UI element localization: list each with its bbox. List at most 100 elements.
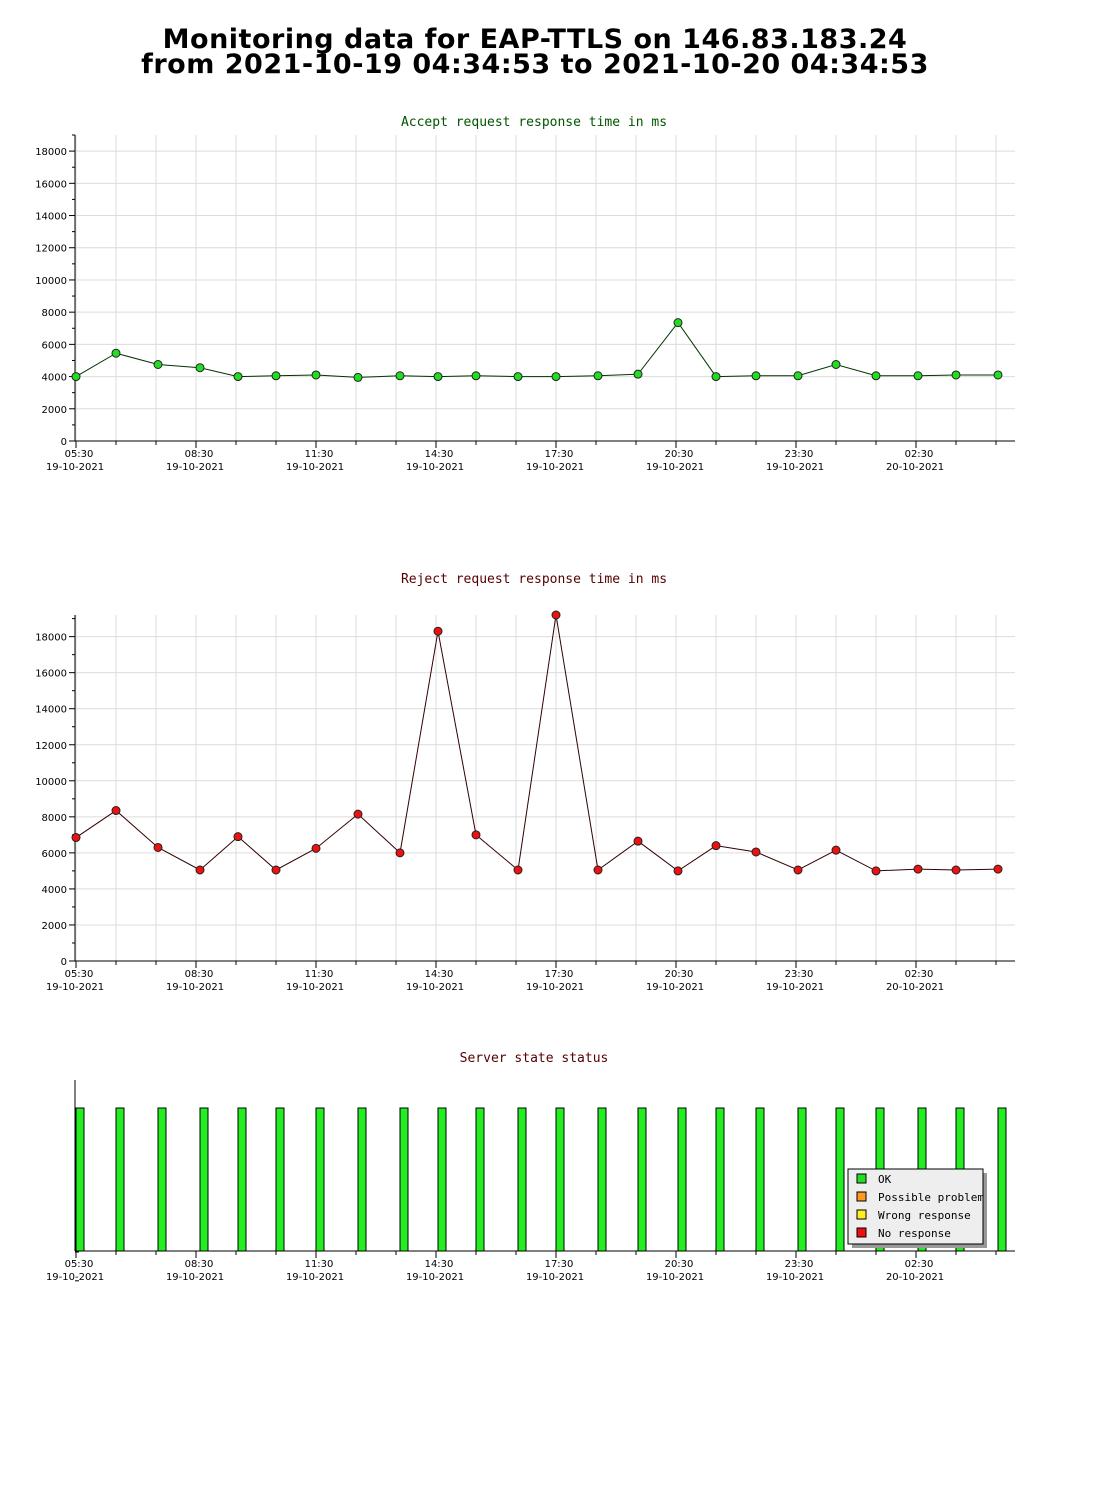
accept-xtick-time-2: 11:30: [305, 449, 334, 460]
accept-ytick-label-1: 2000: [42, 405, 67, 416]
accept-ytick-label-3: 6000: [42, 340, 67, 351]
reject-point-17: [751, 847, 761, 857]
accept-point-8: [395, 371, 405, 381]
status-xtick-date-6: 19-10-2021: [766, 1272, 824, 1283]
status-bar-4: [237, 1107, 247, 1252]
accept-point-0: [71, 372, 81, 382]
reject-chart-title: Reject request response time in ms: [401, 572, 667, 587]
status-bar-13: [597, 1107, 607, 1252]
accept-chart: Accept request response time in ms 0 2000 4…: [35, 115, 1015, 473]
reject-xtick-time-3: 14:30: [425, 969, 454, 980]
status-legend: OK Possible problem Wrong response No respo…: [847, 1168, 987, 1248]
reject-point-1: [111, 806, 121, 816]
status-bar-11: [517, 1107, 527, 1252]
status-bar-16: [715, 1107, 725, 1252]
reject-point-11: [513, 865, 523, 875]
accept-point-11: [513, 372, 523, 382]
reject-point-22: [951, 865, 961, 875]
reject-point-19: [831, 845, 841, 855]
status-xtick-date-7: 20-10-2021: [886, 1272, 944, 1283]
status-chart: Server state status 05:30 19-10-2021 08:30 1…: [46, 1051, 1015, 1283]
reject-chart: Reject request response time in ms 0 2000 4…: [35, 572, 1015, 993]
legend-swatch-0: [856, 1173, 867, 1184]
reject-point-16: [711, 841, 721, 851]
status-xtick-time-2: 11:30: [305, 1259, 334, 1270]
status-xtick-time-3: 14:30: [425, 1259, 454, 1270]
status-bar-1: [115, 1107, 125, 1252]
status-xtick-date-3: 19-10-2021: [406, 1272, 464, 1283]
status-bar-10: [475, 1107, 485, 1252]
reject-xtick-date-0: 19-10-2021: [46, 982, 104, 993]
reject-point-14: [633, 836, 643, 846]
accept-point-22: [951, 370, 961, 380]
accept-ytick-label-6: 12000: [35, 244, 67, 255]
accept-point-2: [153, 360, 163, 369]
reject-ytick-label-8: 16000: [35, 669, 67, 680]
reject-ytick-label-7: 14000: [35, 705, 67, 716]
legend-swatch-1: [856, 1191, 867, 1202]
reject-xtick-date-3: 19-10-2021: [406, 982, 464, 993]
accept-xtick-date-6: 19-10-2021: [766, 462, 824, 473]
page-title-line2: from 2021-10-19 04:34:53 to 2021-10-20 0…: [141, 49, 929, 80]
status-xtick-time-4: 17:30: [545, 1259, 574, 1270]
status-bar-15: [677, 1107, 687, 1252]
reject-xtick-date-1: 19-10-2021: [166, 982, 224, 993]
status-bar-19: [835, 1107, 845, 1252]
status-xtick-time-5: 20:30: [665, 1259, 694, 1270]
legend-label-3: No response: [878, 1227, 951, 1240]
reject-xtick-date-5: 19-10-2021: [646, 982, 704, 993]
accept-xtick-date-1: 19-10-2021: [166, 462, 224, 473]
accept-xtick-date-7: 20-10-2021: [886, 462, 944, 473]
accept-ytick-label-4: 8000: [42, 308, 67, 319]
reject-point-3: [195, 865, 205, 875]
status-bar-9: [437, 1107, 447, 1252]
reject-point-21: [913, 864, 923, 874]
accept-xtick-time-3: 14:30: [425, 449, 454, 460]
reject-point-13: [593, 865, 603, 875]
status-bar-12: [555, 1107, 565, 1252]
reject-xtick-time-2: 11:30: [305, 969, 334, 980]
status-bar-6: [315, 1107, 325, 1252]
reject-ytick-label-2: 4000: [42, 885, 67, 896]
accept-ytick-label-7: 14000: [35, 212, 67, 223]
accept-chart-title: Accept request response time in ms: [401, 115, 667, 130]
reject-ytick-label-5: 10000: [35, 777, 67, 788]
accept-series-line: [75, 321, 998, 378]
accept-point-20: [871, 371, 881, 381]
reject-xtick-time-6: 23:30: [785, 969, 814, 980]
reject-point-6: [311, 843, 321, 853]
reject-point-7: [353, 809, 363, 819]
reject-ytick-label-0: 0: [61, 957, 67, 968]
accept-xtick-time-7: 02:30: [905, 449, 934, 460]
status-xtick-time-1: 08:30: [185, 1259, 214, 1270]
accept-ytick-label-5: 10000: [35, 276, 67, 287]
status-bar-0: [75, 1107, 85, 1252]
accept-point-18: [793, 371, 803, 381]
reject-point-18: [793, 865, 803, 875]
accept-point-10: [471, 371, 481, 381]
reject-point-12: [551, 610, 561, 620]
reject-point-23: [993, 864, 1003, 874]
legend-swatch-3: [856, 1227, 867, 1238]
reject-ytick-label-6: 12000: [35, 741, 67, 752]
accept-point-12: [551, 372, 561, 382]
reject-point-20: [871, 866, 881, 876]
status-xtick-time-0: 05:30: [65, 1259, 94, 1270]
status-xtick-date-5: 19-10-2021: [646, 1272, 704, 1283]
status-xtick-time-6: 23:30: [785, 1259, 814, 1270]
accept-point-1: [111, 348, 121, 358]
status-bar-8: [399, 1107, 409, 1252]
reject-ytick-label-3: 6000: [42, 849, 67, 860]
legend-label-0: OK: [878, 1173, 892, 1186]
status-xtick-date-1: 19-10-2021: [166, 1272, 224, 1283]
status-bar-23: [997, 1107, 1007, 1252]
reject-point-10: [471, 830, 481, 840]
accept-point-21: [913, 371, 923, 381]
reject-point-0: [71, 833, 81, 843]
accept-ytick-label-0: 0: [61, 437, 67, 448]
accept-point-9: [433, 372, 443, 382]
accept-xtick-date-2: 19-10-2021: [286, 462, 344, 473]
accept-xtick-date-4: 19-10-2021: [526, 462, 584, 473]
accept-point-3: [195, 363, 205, 373]
